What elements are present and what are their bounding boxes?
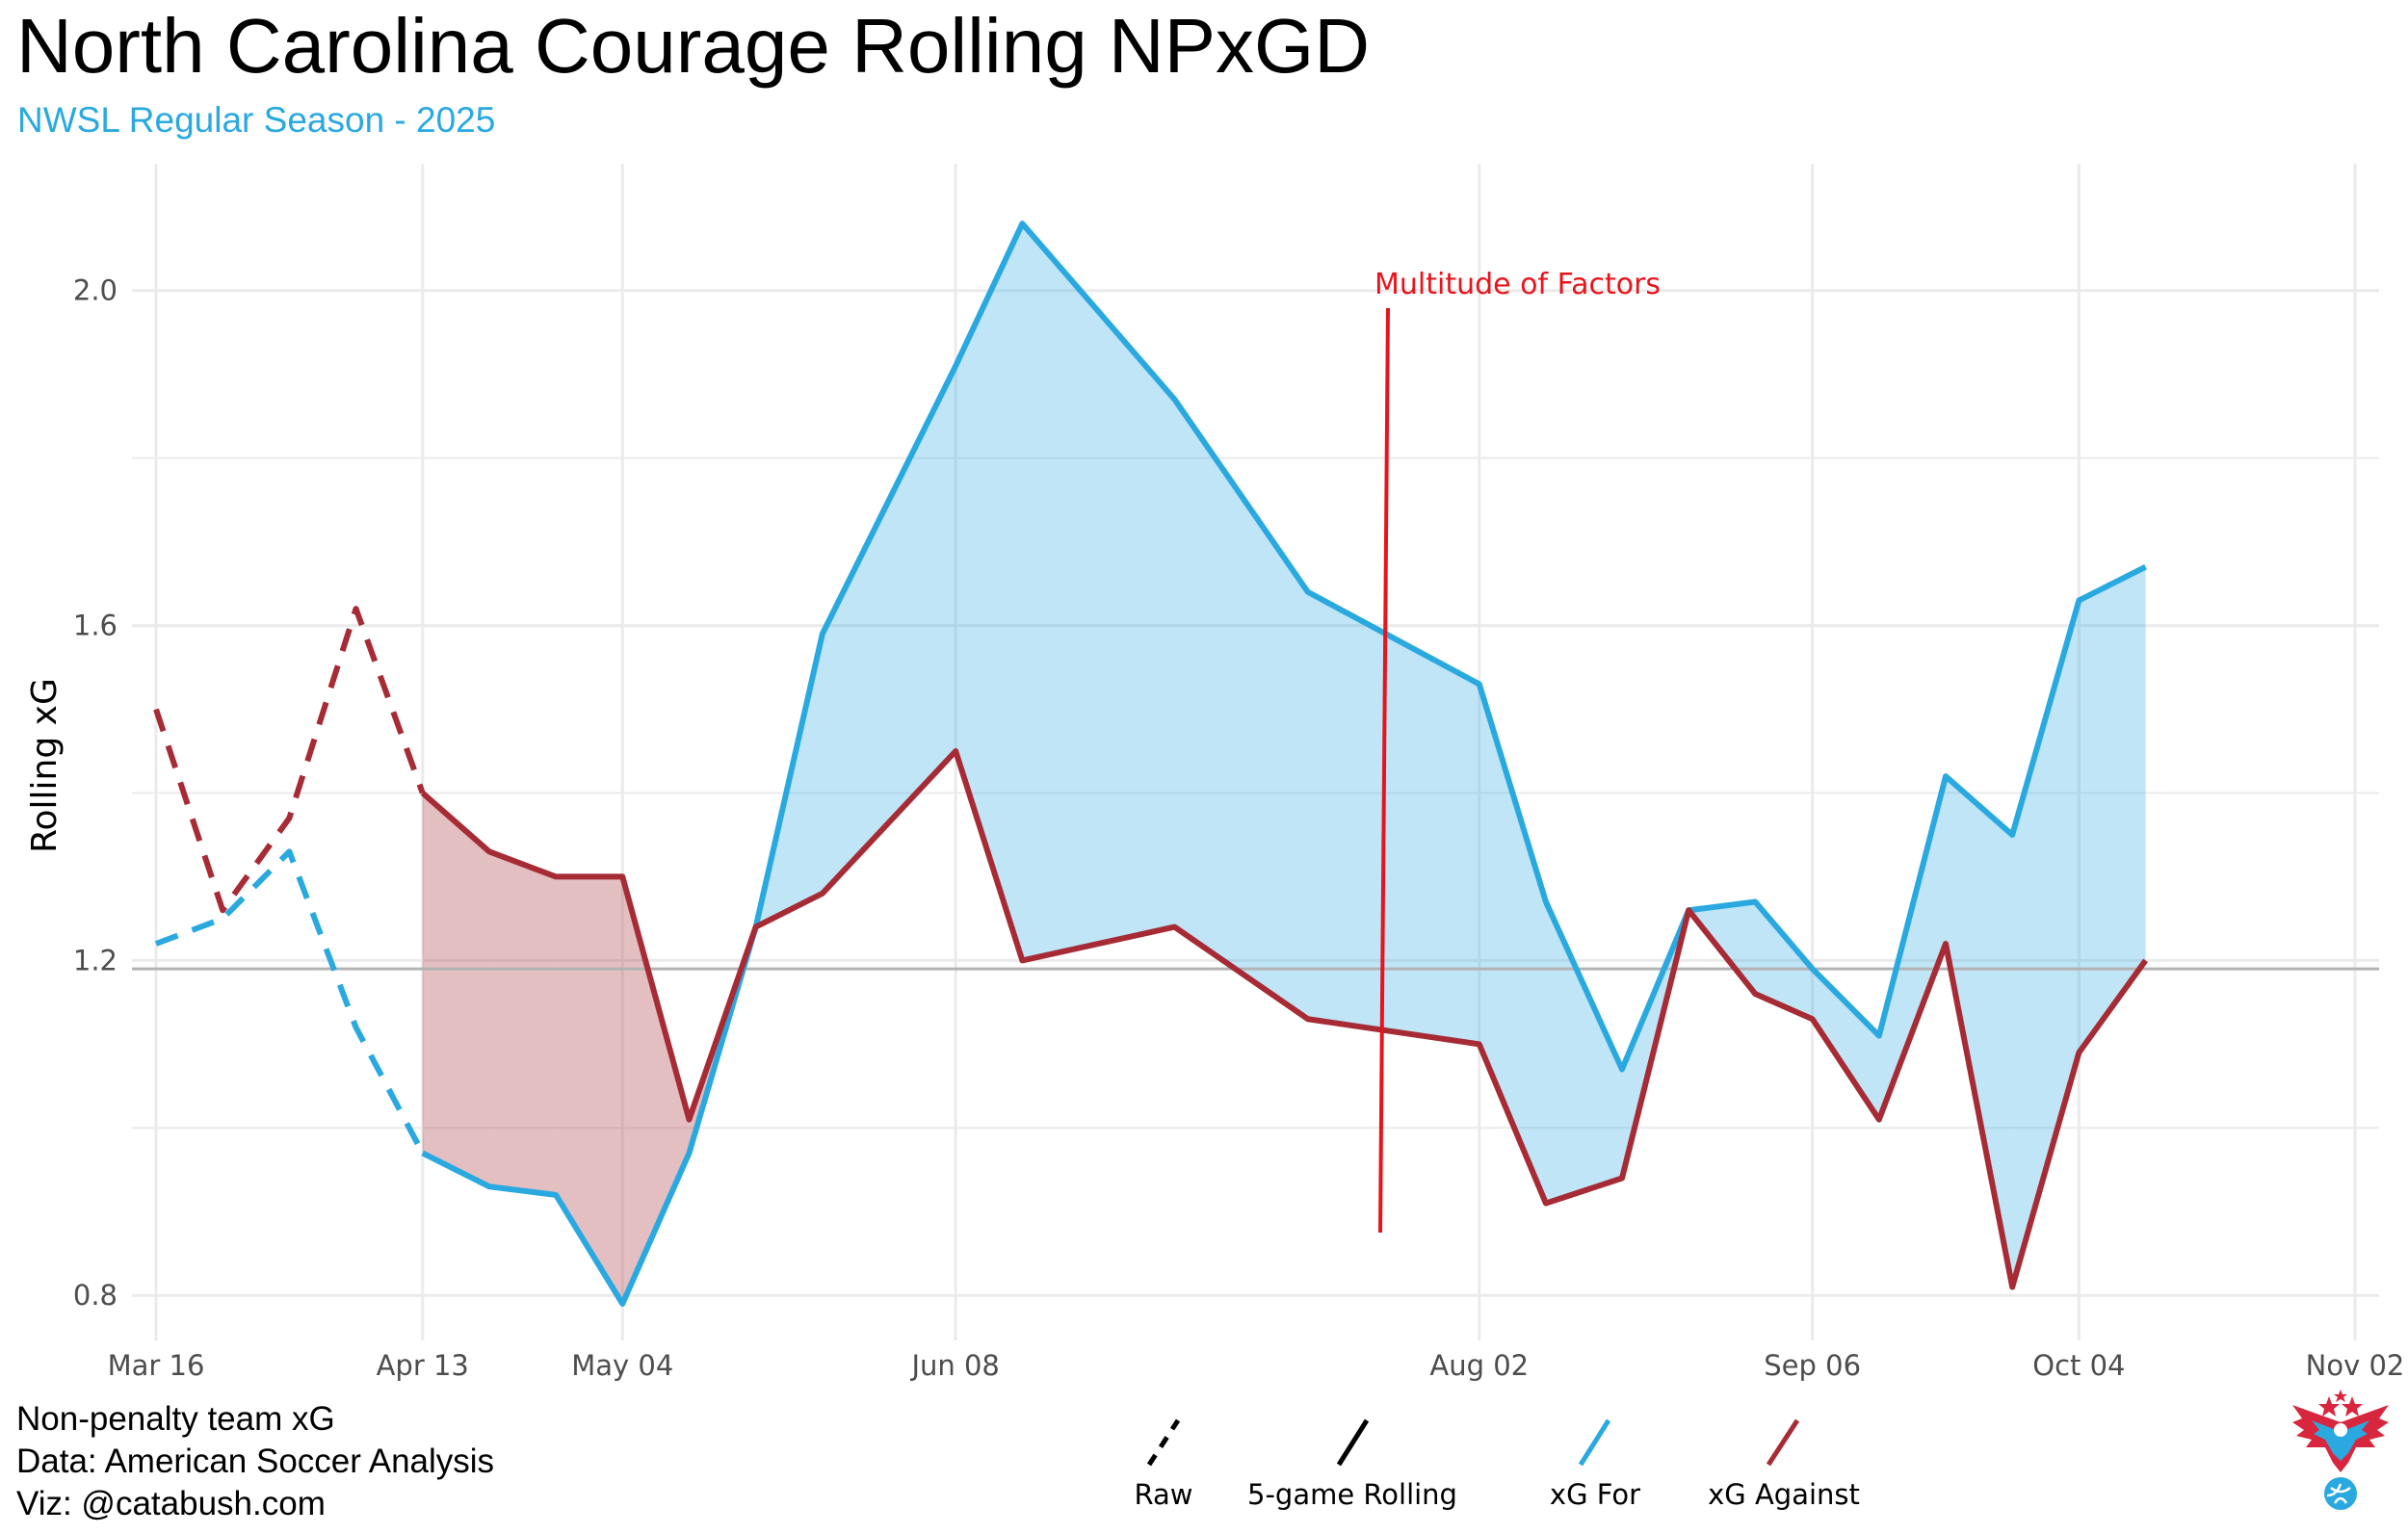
caption-line-2: Data: American Soccer Analysis <box>16 1443 494 1480</box>
ribbon-segment-15 <box>1755 901 1813 1020</box>
ribbon-segment-10 <box>1307 591 1479 1045</box>
ribbon-segment-11 <box>1479 684 1546 1204</box>
axis-ticks: 0.8 1.2 1.6 2.0 Mar 16 Apr 13 May 04 Jun 08 Aug … <box>73 274 2404 1382</box>
ribbon-segment-6 <box>822 366 956 894</box>
y-tick-label-0: 0.8 <box>73 1279 118 1312</box>
ribbon-segment-17 <box>1878 776 1947 1120</box>
legend-key-rolling <box>1336 1418 1370 1467</box>
legend-label-raw: Raw <box>1134 1478 1192 1511</box>
caption-line-1: Non-penalty team xG <box>16 1400 335 1438</box>
ribbon-segment-12 <box>1545 901 1622 1204</box>
legend-label-xg-against: xG Against <box>1708 1478 1860 1511</box>
y-tick-label-1: 1.2 <box>73 944 118 976</box>
x-tick-label-5: Sep 06 <box>1764 1349 1861 1382</box>
chart-subtitle: NWSL Regular Season - 2025 <box>17 100 495 140</box>
ribbons <box>422 223 2146 1304</box>
xg-for-raw-line <box>154 848 426 1155</box>
legend-key-raw <box>1146 1418 1181 1467</box>
ribbon-segment-7 <box>955 223 1023 961</box>
x-tick-label-2: May 04 <box>571 1349 673 1382</box>
y-tick-label-3: 2.0 <box>73 274 118 307</box>
ribbon-segment-20 <box>2079 566 2146 1053</box>
ribbon-segment-8 <box>1022 223 1175 961</box>
ribbon-segment-19 <box>2012 600 2080 1287</box>
y-tick-label-2: 1.6 <box>73 610 118 642</box>
annotation-line <box>1378 307 1390 1234</box>
legend-key-xg-for <box>1578 1418 1611 1467</box>
series-lines <box>153 221 2149 1307</box>
x-tick-label-7: Nov 02 <box>2306 1349 2405 1382</box>
xg-against-raw-line <box>153 606 426 914</box>
ribbon-segment-16 <box>1812 969 1879 1120</box>
xg-for-rolling-line <box>421 221 2147 1307</box>
ribbon-segment-3 <box>622 876 690 1304</box>
legend-label-xg-for: xG For <box>1550 1478 1640 1511</box>
annotation-label: Multitude of Factors <box>1374 268 1661 301</box>
eagle-soccer-logo-icon <box>2292 1390 2389 1510</box>
caption-line-3: Viz: @catabush.com <box>16 1485 326 1522</box>
annotation: Multitude of Factors <box>1374 268 1661 1234</box>
ribbon-segment-18 <box>1946 776 2013 1287</box>
legend-label-rolling: 5-game Rolling <box>1247 1478 1457 1511</box>
x-tick-label-6: Oct 04 <box>2032 1349 2125 1382</box>
chart-title: North Carolina Courage Rolling NPxGD <box>16 3 1370 89</box>
ribbon-segment-0 <box>422 793 489 1187</box>
xg-against-rolling-line <box>420 748 2149 1290</box>
x-tick-label-0: Mar 16 <box>108 1349 205 1382</box>
ribbon-segment-2 <box>556 876 623 1304</box>
ribbon-segment-9 <box>1174 399 1308 1020</box>
legend: Raw 5-game Rolling xG For xG Against <box>1134 1418 1860 1511</box>
x-tick-label-1: Apr 13 <box>377 1349 469 1382</box>
y-axis-label: Rolling xG <box>25 678 65 853</box>
x-tick-label-4: Aug 02 <box>1429 1349 1529 1382</box>
x-tick-label-3: Jun 08 <box>909 1349 999 1382</box>
ribbon-segment-1 <box>488 851 557 1195</box>
legend-key-xg-against <box>1766 1418 1800 1467</box>
